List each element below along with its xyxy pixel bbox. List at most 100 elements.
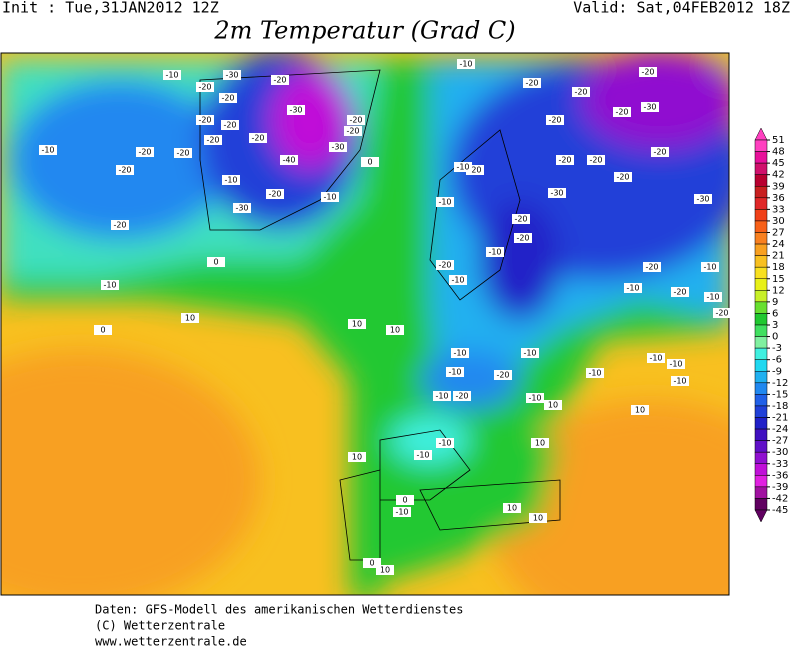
legend-tick-label: 15: [772, 274, 785, 285]
contour-label-box: [329, 142, 347, 152]
legend-tick-label: -30: [772, 447, 788, 458]
legend-tick-label: 3: [772, 320, 778, 331]
legend-tick-label: -6: [772, 355, 782, 366]
contour-label-box: [348, 452, 366, 462]
contour-label: -20: [514, 215, 527, 224]
contour-label: -10: [103, 281, 116, 290]
legend-tick-label: -15: [772, 389, 788, 400]
contour-label-box: [436, 438, 454, 448]
contour-label-box: [433, 391, 451, 401]
contour-label-box: [39, 145, 57, 155]
contour-label-box: [466, 165, 484, 175]
legend-swatch: [754, 255, 768, 268]
footer-url: www.wetterzentrale.de: [95, 635, 247, 648]
contour-label: -10: [416, 451, 429, 460]
legend-swatch: [754, 463, 768, 476]
contour-label-box: [196, 82, 214, 92]
contour-label-box: [548, 188, 566, 198]
footer-copyright: (C) Wetterzentrale: [95, 619, 225, 633]
legend-tick-label: -18: [772, 401, 788, 412]
legend-swatch: [754, 394, 768, 407]
contour-label-box: [221, 120, 239, 130]
legend-tick-label: 27: [772, 228, 785, 239]
contour-label-box: [631, 405, 649, 415]
contour-label: -10: [673, 377, 686, 386]
legend-tick-label: -33: [772, 459, 788, 470]
contour-label: -10: [438, 198, 451, 207]
contour-label-box: [386, 325, 404, 335]
contour-label: 10: [380, 566, 390, 575]
contour-label: -20: [496, 371, 509, 380]
contour-label: 10: [533, 514, 543, 523]
contour-label: 10: [635, 406, 645, 415]
contour-label: -10: [453, 349, 466, 358]
contour-label: -30: [696, 195, 709, 204]
legend-tick-label: 18: [772, 262, 785, 273]
contour-label: 0: [402, 496, 407, 505]
contour-label: -10: [649, 354, 662, 363]
contour-label: -10: [706, 293, 719, 302]
legend-swatch: [754, 197, 768, 210]
contour-label: -20: [438, 261, 451, 270]
contour-label-box: [414, 450, 432, 460]
legend-tick-label: 51: [772, 135, 785, 146]
legend-swatch: [754, 440, 768, 453]
contour-label: -20: [673, 288, 686, 297]
legend-swatch: [754, 324, 768, 337]
contour-label: 10: [352, 453, 362, 462]
contour-label: 10: [548, 401, 558, 410]
legend-swatch: [754, 290, 768, 303]
contour-label-box: [587, 155, 605, 165]
legend-swatch: [754, 127, 768, 141]
legend-tick-label: 45: [772, 158, 785, 169]
contour-label: 10: [352, 320, 362, 329]
legend-tick-label: -24: [772, 424, 788, 435]
contour-label: -20: [715, 309, 728, 318]
contour-label: -20: [645, 263, 658, 272]
contour-label-box: [393, 507, 411, 517]
contour-label: 0: [367, 158, 372, 167]
contour-label-box: [546, 115, 564, 125]
contour-label-box: [266, 189, 284, 199]
contour-label: -10: [528, 394, 541, 403]
contour-label: 10: [185, 314, 195, 323]
contour-label-box: [671, 287, 689, 297]
contour-label-box: [531, 438, 549, 448]
legend-tick-label: 24: [772, 239, 785, 250]
legend-swatch: [754, 405, 768, 418]
contour-label-box: [174, 148, 192, 158]
contour-label: -20: [616, 173, 629, 182]
contour-label-box: [457, 59, 475, 69]
contour-labels: -10 -20 -30 -20 -30 -20 -20 -20 -20 -20 -20 -10 -20 -…: [39, 59, 731, 575]
contour-label: -20: [653, 148, 666, 157]
contour-label-box: [704, 292, 722, 302]
contour-label-box: [233, 203, 251, 213]
contour-label: -20: [206, 136, 219, 145]
legend-swatch: [754, 162, 768, 175]
legend-tick-label: -27: [772, 436, 788, 447]
legend-swatch: [754, 475, 768, 488]
contour-label-box: [572, 87, 590, 97]
contour-label: 0: [213, 258, 218, 267]
contour-label-box: [523, 78, 541, 88]
contour-label-box: [454, 162, 472, 172]
contour-label: -20: [221, 94, 234, 103]
contour-label-box: [639, 67, 657, 77]
legend-swatch: [754, 186, 768, 199]
legend-swatch: [754, 301, 768, 314]
contour-label-box: [694, 194, 712, 204]
contour-label: -20: [251, 134, 264, 143]
contour-label-box: [94, 325, 112, 335]
contour-label-box: [396, 495, 414, 505]
contour-label: -20: [455, 392, 468, 401]
contour-label: -30: [550, 189, 563, 198]
legend-swatch: [754, 336, 768, 349]
legend-tick-label: 39: [772, 181, 785, 192]
legend-swatch: [754, 313, 768, 326]
contour-label-box: [249, 133, 267, 143]
contour-label-box: [219, 93, 237, 103]
contour-label-box: [361, 157, 379, 167]
contour-label-box: [204, 135, 222, 145]
